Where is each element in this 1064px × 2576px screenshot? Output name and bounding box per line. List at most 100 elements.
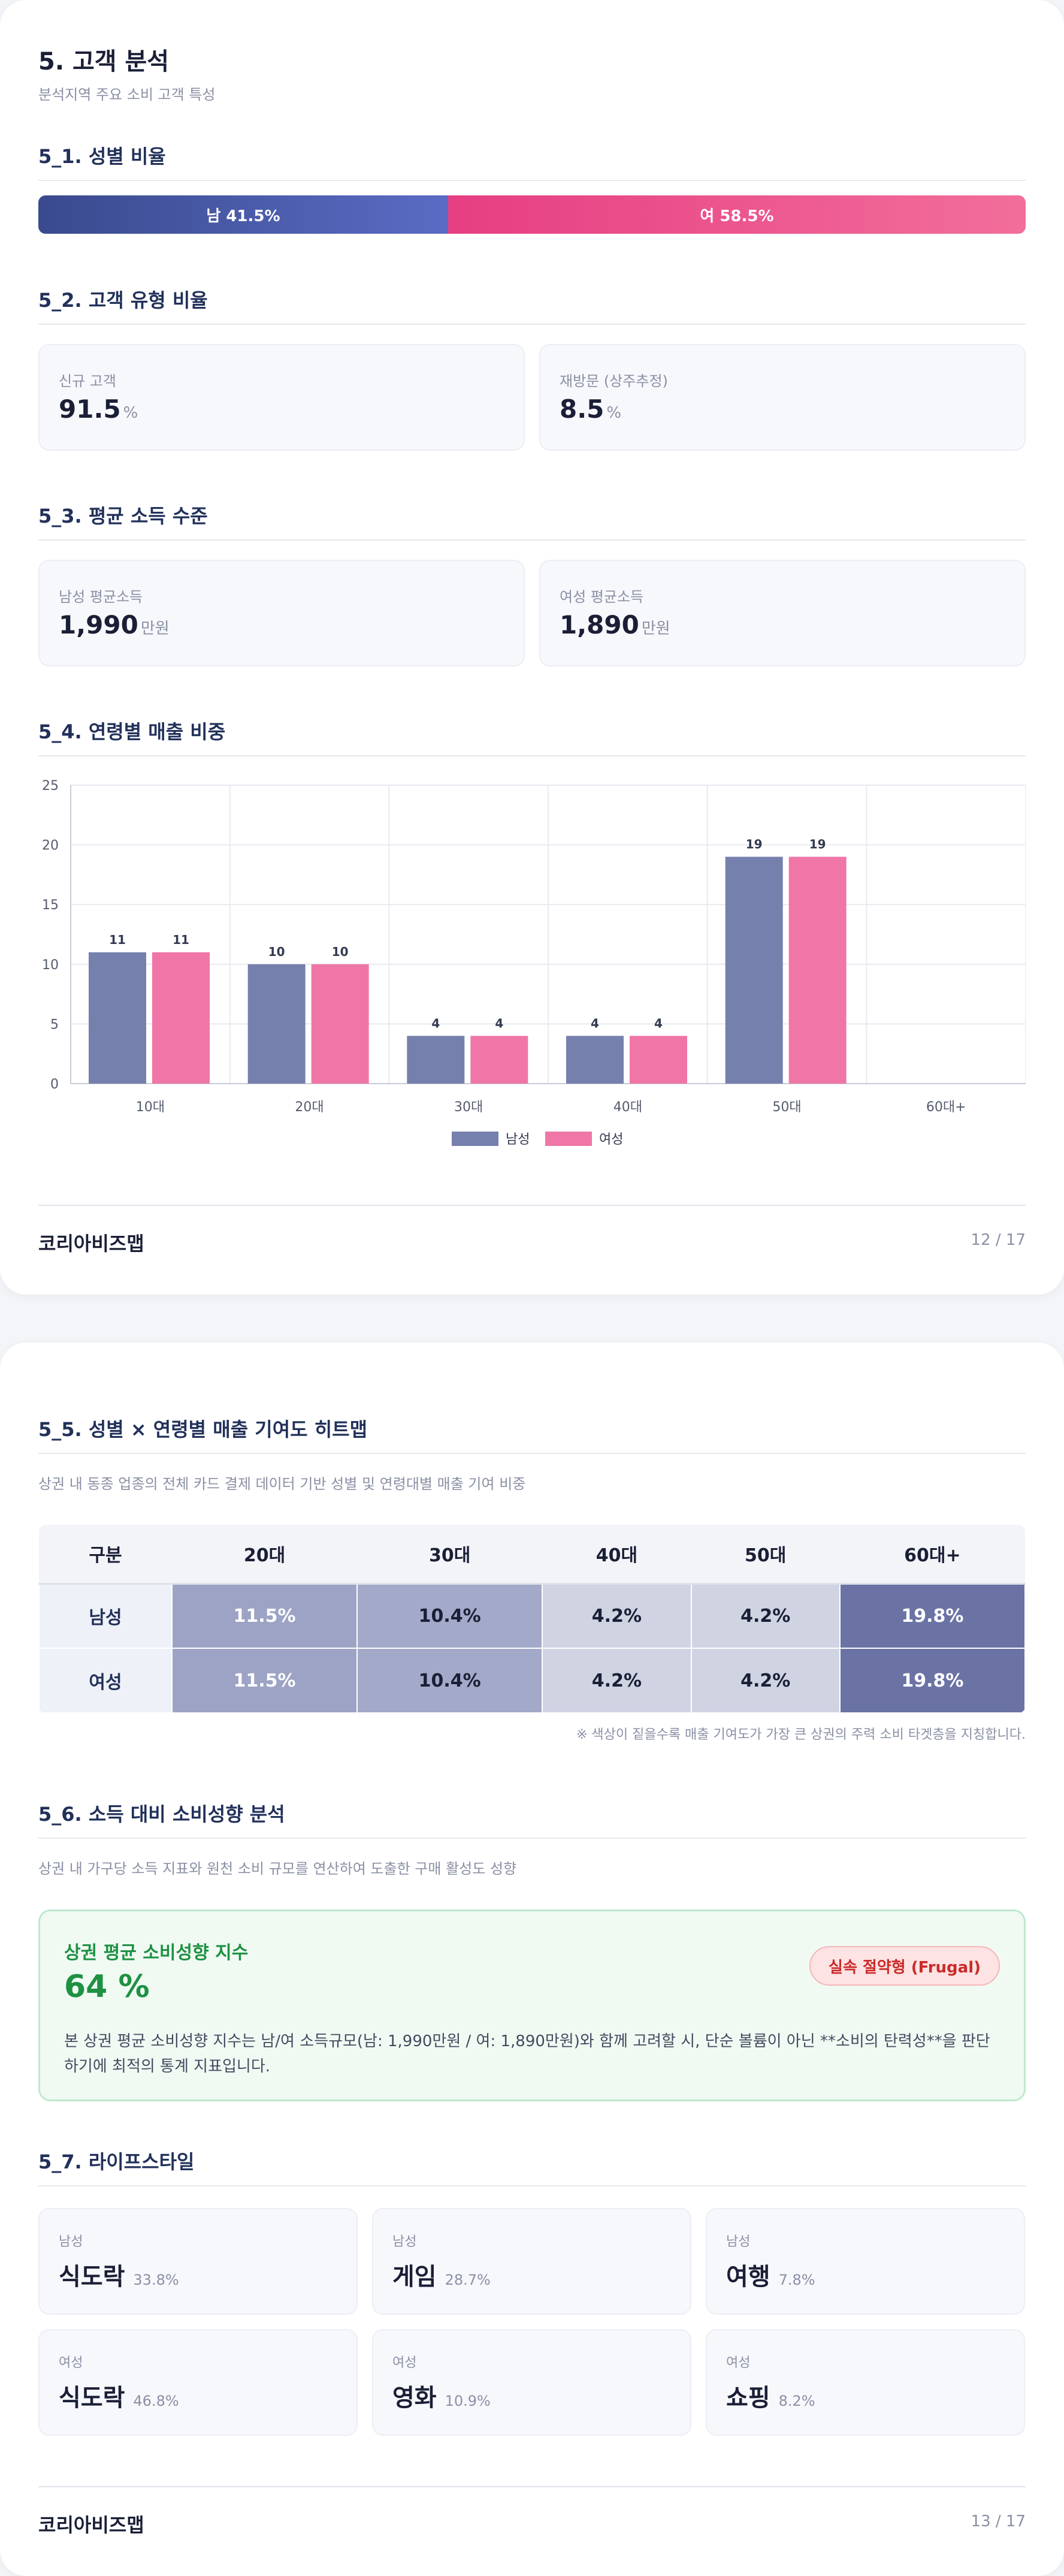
heatmap-col-header: 40대: [542, 1525, 691, 1585]
heatmap-header-row: 구분 20대 30대 40대 50대 60대+: [39, 1525, 1025, 1585]
bar-male: [725, 856, 783, 1084]
lifestyle-percent: 46.8%: [133, 2393, 179, 2409]
lifestyle-category: 여행 7.8%: [726, 2263, 815, 2291]
bar-female: [630, 1036, 687, 1084]
heatmap-cell: 10.4%: [356, 1648, 543, 1714]
stat-card-value: 91.5%: [59, 394, 138, 424]
bar-female: [152, 952, 210, 1084]
age-sales-chart-svg: 0 5 10 15 20 25 11 11 10대 10 10 20대 4 4 30대 4 4 40대 19 19 50…: [42, 779, 1026, 1147]
heatmap-col-header: 구분: [39, 1525, 172, 1585]
stat-card-value: 1,990 만원: [59, 610, 170, 640]
section-title-spending: 5_6. 소득 대비 소비성향 분석: [38, 1799, 1026, 1839]
age-sales-chart: 0 5 10 15 20 25 11 11 10대 10 10 20대 4 4 30대 4 4 40대 19 19 50…: [38, 771, 1026, 1166]
bar-data-label: 10: [332, 945, 349, 959]
x-tick-label: 20대: [295, 1100, 324, 1115]
heatmap-cell: 11.5%: [171, 1583, 358, 1649]
report-page-12: 5. 고객 분석 분석지역 주요 소비 고객 특성 5_1. 성별 비율 남 4…: [0, 0, 1064, 1295]
section-title-income: 5_3. 평균 소득 수준: [38, 501, 1026, 541]
heatmap-cell: 19.8%: [839, 1648, 1026, 1714]
gender-bar-female: 여 58.5%: [448, 195, 1026, 234]
lifestyle-percent: 8.2%: [778, 2393, 815, 2409]
heatmap-cell: 4.2%: [542, 1648, 692, 1714]
lifestyle-percent: 7.8%: [778, 2272, 815, 2288]
lifestyle-gender-label: 여성: [726, 2355, 751, 2370]
section-title-age-sales: 5_4. 연령별 매출 비중: [38, 717, 1026, 756]
heatmap-row: 남성 11.5% 10.4% 4.2% 4.2% 19.8%: [38, 1583, 1026, 1649]
y-tick-label: 25: [42, 779, 59, 794]
heatmap-cell: 4.2%: [690, 1648, 841, 1714]
lifestyle-gender-label: 여성: [392, 2355, 417, 2370]
bar-male: [247, 964, 306, 1084]
heatmap-cell: 4.2%: [542, 1583, 692, 1649]
heatmap-col-header: 60대+: [839, 1525, 1025, 1585]
bar-female: [788, 856, 847, 1084]
lifestyle-percent: 33.8%: [133, 2272, 179, 2288]
report-page-13: 5_5. 성별 × 연령별 매출 기여도 히트맵 상권 내 동종 업종의 전체 …: [0, 1343, 1064, 2576]
section-title-customer-type: 5_2. 고객 유형 비율: [38, 285, 1026, 325]
page-footer: 코리아비즈맵 12 / 17: [38, 1205, 1026, 1277]
gender-bar-male: 남 41.5%: [38, 195, 448, 234]
lifestyle-category: 게임 28.7%: [392, 2263, 491, 2291]
legend-swatch: [545, 1132, 592, 1146]
stat-card-new-customers: 신규 고객 91.5%: [38, 344, 525, 451]
stat-card-returning-customers: 재방문 (상주추정) 8.5%: [539, 344, 1026, 451]
x-tick-label: 40대: [613, 1100, 642, 1115]
bar-male: [89, 952, 146, 1084]
section-title-lifestyle: 5_7. 라이프스타일: [38, 2147, 1026, 2186]
heatmap-cell: 10.4%: [356, 1583, 543, 1649]
page-footer: 코리아비즈맵 13 / 17: [38, 2486, 1026, 2558]
bar-data-label: 4: [591, 1016, 599, 1030]
footer-page-number: 13 / 17: [971, 2512, 1026, 2530]
lifestyle-category: 쇼핑 8.2%: [726, 2384, 815, 2412]
lifestyle-gender-label: 여성: [59, 2355, 83, 2370]
bar-female: [470, 1036, 528, 1084]
bar-data-label: 11: [173, 933, 189, 947]
x-tick-label: 30대: [454, 1100, 483, 1115]
stat-card-value: 1,890 만원: [560, 610, 670, 640]
y-tick-label: 10: [42, 958, 59, 973]
bar-data-label: 19: [746, 837, 763, 852]
stat-card-label: 재방문 (상주추정): [560, 373, 668, 390]
page-subtitle: 분석지역 주요 소비 고객 특성: [38, 86, 216, 103]
bar-male: [566, 1036, 624, 1084]
bar-data-label: 19: [809, 837, 826, 852]
spending-index-title: 상권 평균 소비성향 지수: [64, 1942, 249, 1963]
stat-card-label: 신규 고객: [59, 373, 116, 390]
y-tick-label: 15: [42, 898, 59, 913]
lifestyle-gender-label: 남성: [726, 2234, 751, 2249]
lifestyle-category: 영화 10.9%: [392, 2384, 491, 2412]
lifestyle-category: 식도락 46.8%: [59, 2384, 179, 2412]
lifestyle-gender-label: 남성: [59, 2234, 83, 2249]
bar-data-label: 4: [495, 1016, 503, 1030]
heatmap-cell: 19.8%: [839, 1583, 1026, 1649]
x-tick-label: 50대: [772, 1100, 801, 1115]
bar-male: [407, 1036, 465, 1084]
bar-data-label: 4: [431, 1016, 440, 1030]
x-tick-label: 10대: [136, 1100, 165, 1115]
heatmap-col-header: 20대: [172, 1525, 358, 1585]
stat-card-male-income: 남성 평균소득 1,990 만원: [38, 560, 525, 666]
footer-brand: 코리아비즈맵: [38, 2514, 144, 2536]
lifestyle-category: 식도락 33.8%: [59, 2263, 179, 2291]
lifestyle-percent: 28.7%: [445, 2272, 491, 2288]
y-tick-label: 0: [50, 1077, 59, 1092]
heatmap-table: 구분 20대 30대 40대 50대 60대+ 남성 11.5% 10.4% 4.2% 4.2% 1…: [38, 1525, 1026, 1714]
legend-swatch: [452, 1132, 498, 1146]
heatmap-cell: 4.2%: [690, 1583, 841, 1649]
spending-index-box: 상권 평균 소비성향 지수 64 % 실속 절약형 (Frugal) 본 상권 …: [38, 1910, 1026, 2101]
bar-female: [311, 964, 369, 1084]
x-tick-label: 60대+: [926, 1100, 966, 1115]
lifestyle-percent: 10.9%: [445, 2393, 491, 2409]
y-tick-label: 20: [42, 838, 59, 853]
lifestyle-gender-label: 남성: [392, 2234, 417, 2249]
page-title: 5. 고객 분석: [38, 48, 170, 76]
heatmap-row-header: 남성: [38, 1583, 173, 1649]
heatmap-row-header: 여성: [38, 1648, 173, 1714]
heatmap-col-header: 30대: [357, 1525, 543, 1585]
